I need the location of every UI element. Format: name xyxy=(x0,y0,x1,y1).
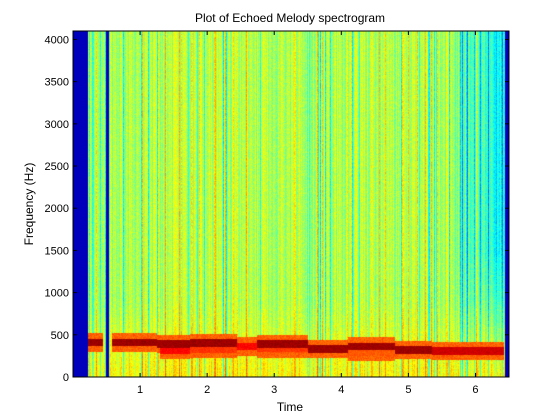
y-tick-label: 2000 xyxy=(45,203,69,215)
x-axis-label: Time xyxy=(277,400,304,414)
y-axis: 0 500 1000 1500 2000 2500 3000 3500 4000 xyxy=(45,34,509,384)
x-tick-label: 3 xyxy=(271,384,277,396)
y-tick-label: 500 xyxy=(51,330,69,342)
plot-area xyxy=(72,30,510,378)
chart-title: Plot of Echoed Melody spectrogram xyxy=(195,11,385,25)
heatmap-image xyxy=(73,31,509,377)
y-tick-label: 2500 xyxy=(45,161,69,173)
y-tick-label: 1500 xyxy=(45,245,69,257)
y-tick-label: 0 xyxy=(63,372,69,384)
y-tick-label: 3500 xyxy=(45,77,69,89)
x-tick-label: 5 xyxy=(405,384,411,396)
plot-frame xyxy=(72,30,510,378)
x-axis: 1 2 3 4 5 6 xyxy=(137,31,479,396)
y-axis-label: Frequency (Hz) xyxy=(22,163,36,246)
y-tick-label: 1000 xyxy=(45,288,69,300)
x-tick-label: 6 xyxy=(472,384,478,396)
x-tick-label: 2 xyxy=(204,384,210,396)
x-tick-label: 1 xyxy=(137,384,143,396)
x-tick-label: 4 xyxy=(338,384,344,396)
y-tick-label: 4000 xyxy=(45,34,69,46)
y-tick-label: 3000 xyxy=(45,119,69,131)
